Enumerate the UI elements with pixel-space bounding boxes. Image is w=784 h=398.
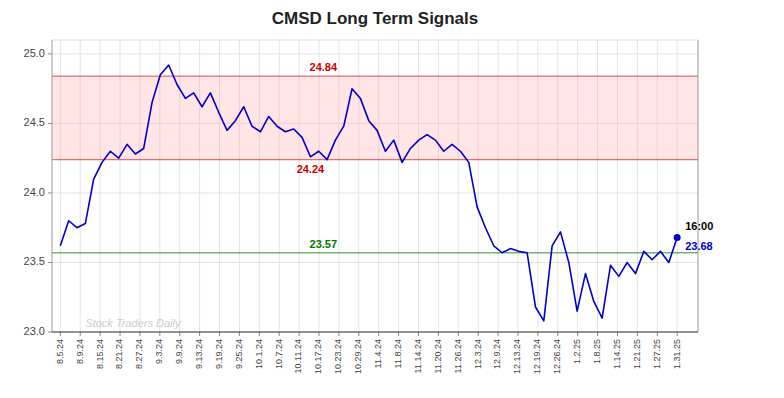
x-tick-label: 10.1.24 [254,339,264,369]
x-tick [537,332,538,336]
x-tick-label: 9.3.24 [154,339,164,364]
plot-area [52,65,698,321]
x-tick [458,332,459,336]
reference-line-label: 23.57 [310,238,338,250]
top-frame-line [52,40,698,41]
reference-line [52,252,698,253]
x-tick [438,332,439,336]
x-tick-label: 1.14.25 [612,339,622,369]
y-tick-label: 23.5 [24,255,45,267]
x-tick-label: 1.27.25 [652,339,662,369]
x-tick-label: 12.13.24 [512,339,522,374]
x-tick-label: 10.7.24 [274,339,284,369]
x-tick-label: 12.19.24 [532,339,542,374]
x-tick [279,332,280,336]
x-tick-label: 11.8.24 [393,339,403,368]
x-tick [677,332,678,336]
x-tick-label: 1.21.25 [632,339,642,369]
x-tick-label: 9.13.24 [194,339,204,369]
x-tick [80,332,81,336]
reference-line [52,76,698,77]
x-tick-label: 9.9.24 [174,339,184,364]
x-tick-label: 1.8.25 [592,339,602,364]
x-tick [498,332,499,336]
x-tick-label: 11.14.24 [413,339,423,373]
x-tick-label: 1.31.25 [672,339,682,369]
x-tick [557,332,558,336]
end-annotation: 16:00 [685,220,713,232]
x-tick [657,332,658,336]
title: CMSD Long Term Signals [272,9,479,28]
x-tick-label: 8.27.24 [134,339,144,369]
grid [52,40,698,332]
right-axis-line [698,40,699,332]
x-tick [577,332,578,336]
x-tick [159,332,160,336]
y-tick [48,262,52,263]
y-tick-label: 24.0 [24,186,45,198]
x-tick [358,332,359,336]
price-line [60,65,677,321]
x-tick-label: 10.23.24 [333,339,343,374]
x-tick [120,332,121,336]
x-tick-label: 10.11.24 [293,339,303,373]
reference-line [52,159,698,160]
x-tick-label: 8.15.24 [95,339,105,369]
x-tick-label: 11.26.24 [453,339,463,373]
y-tick-label: 24.5 [24,116,45,128]
x-tick-label: 9.25.24 [234,339,244,369]
end-dot [674,234,681,241]
x-tick [378,332,379,336]
x-tick-label: 8.21.24 [114,339,124,369]
chart: CMSD Long Term Signals 23.0 23.5 24.0 24.5 25… [0,0,784,398]
x-tick [478,332,479,336]
x-tick [259,332,260,336]
y-tick-label: 25.0 [24,47,45,59]
x-tick [338,332,339,336]
y-tick-label: 23.0 [24,325,45,337]
x-tick [139,332,140,336]
x-tick [299,332,300,336]
x-tick-label: 12.26.24 [552,339,562,374]
x-tick [219,332,220,336]
x-tick [239,332,240,336]
x-tick-label: 11.4.24 [373,339,383,368]
x-tick [60,332,61,336]
x-tick-label: 9.19.24 [214,339,224,369]
x-tick [418,332,419,336]
x-tick [597,332,598,336]
y-tick [48,192,52,193]
x-axis-line [52,332,698,333]
y-tick [48,332,52,333]
y-tick [48,123,52,124]
x-tick-label: 10.17.24 [313,339,323,374]
x-tick [517,332,518,336]
x-tick-label: 10.29.24 [353,339,363,374]
x-tick [319,332,320,336]
y-tick [48,53,52,54]
x-tick [398,332,399,336]
x-tick-label: 12.9.24 [492,339,502,369]
y-grid-line [52,332,698,333]
reference-line-label: 24.24 [297,163,325,175]
x-tick-label: 1.2.25 [572,339,582,364]
x-tick [179,332,180,336]
y-axis-line [52,40,53,332]
y-grid-line [52,192,698,193]
x-tick-label: 12.3.24 [473,339,483,369]
x-tick [617,332,618,336]
reference-line-label: 24.84 [310,61,338,73]
y-grid-line [52,262,698,263]
end-annotation: 23.68 [685,240,713,252]
x-tick-label: 8.5.24 [55,339,65,364]
x-tick [199,332,200,336]
x-tick-label: 8.9.24 [75,339,85,364]
y-grid-line [52,53,698,54]
x-tick [100,332,101,336]
x-tick-label: 11.20.24 [433,339,443,373]
x-tick [637,332,638,336]
watermark: Stock Traders Daily [85,317,182,329]
